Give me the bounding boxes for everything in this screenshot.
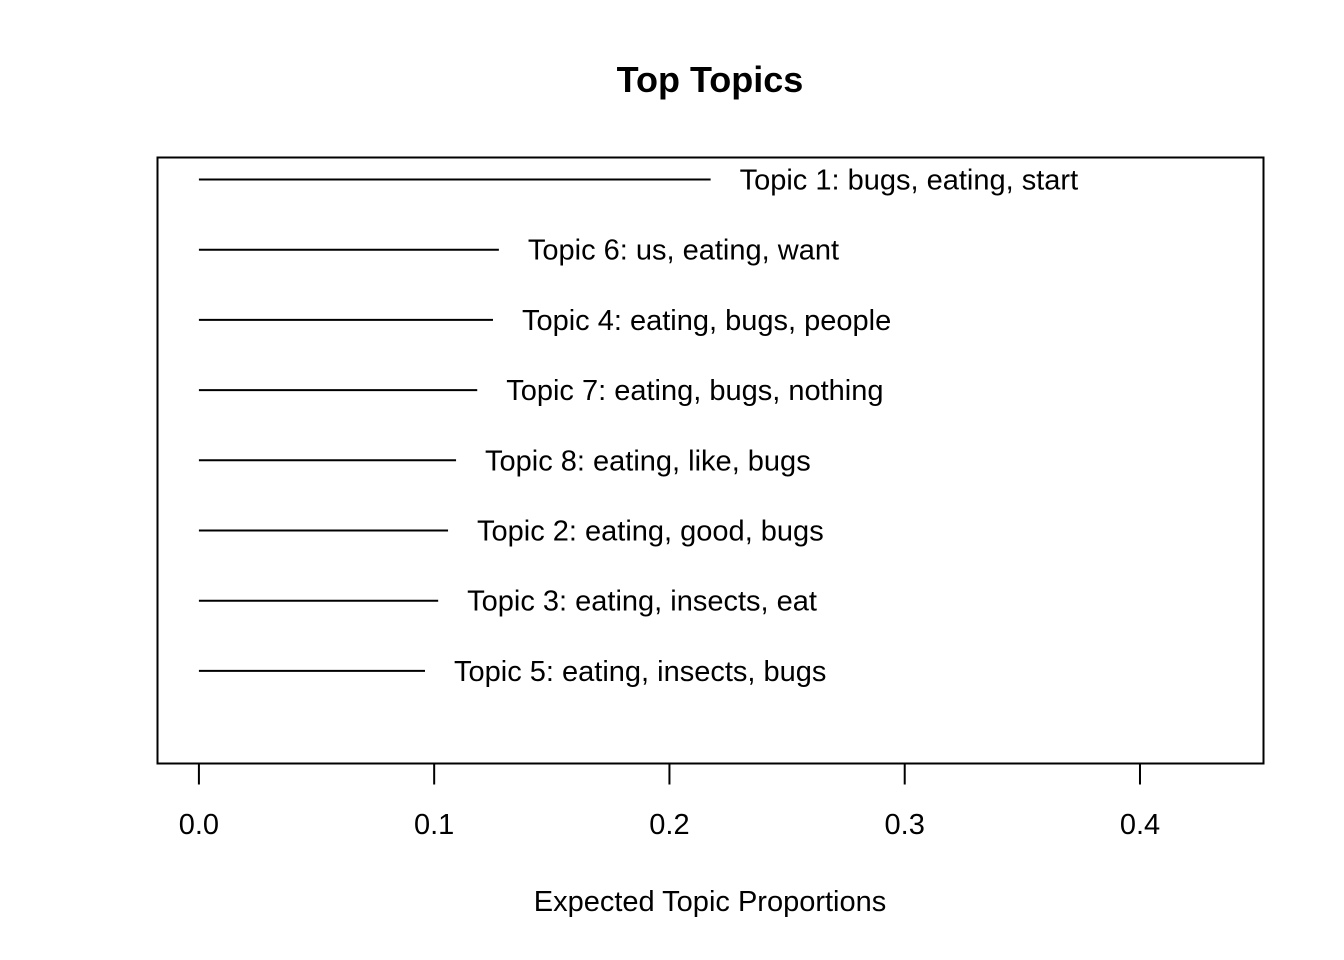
x-tick-label: 0.3 — [885, 809, 925, 841]
x-axis: 0.0 0.1 0.2 0.3 0.4 — [179, 762, 1160, 841]
x-tick-label: 0.1 — [414, 809, 454, 841]
x-tick-label: 0.4 — [1120, 809, 1160, 841]
topic-bar-label: Topic 4: eating, bugs, people — [522, 305, 891, 337]
x-tick-label: 0.0 — [179, 809, 219, 841]
x-axis-label: Expected Topic Proportions — [534, 886, 887, 918]
topic-bar-label: Topic 5: eating, insects, bugs — [454, 656, 826, 688]
topic-bar-label: Topic 7: eating, bugs, nothing — [506, 375, 883, 407]
topic-bar-label: Topic 6: us, eating, want — [528, 235, 839, 267]
topic-bar-label: Topic 3: eating, insects, eat — [467, 586, 817, 618]
bar-group: Topic 1: bugs, eating, start Topic 6: us,… — [198, 165, 1079, 688]
topic-bar-label: Topic 2: eating, good, bugs — [477, 516, 824, 548]
x-tick-label: 0.2 — [649, 809, 689, 841]
topic-bar-label: Topic 8: eating, like, bugs — [485, 445, 811, 477]
chart-title: Top Topics — [617, 59, 804, 100]
topic-bar-label: Topic 1: bugs, eating, start — [740, 165, 1079, 197]
